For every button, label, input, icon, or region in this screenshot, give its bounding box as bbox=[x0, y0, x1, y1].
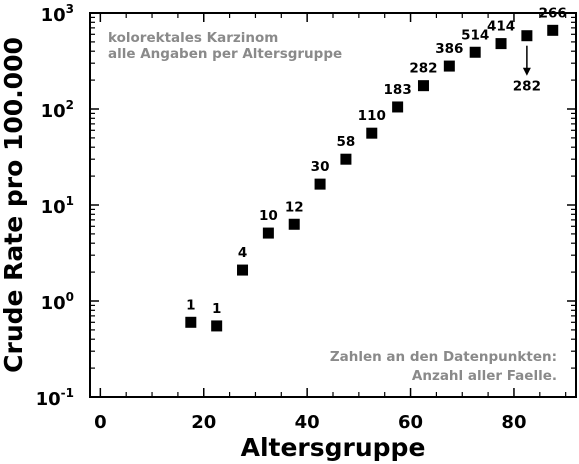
data-point bbox=[237, 264, 249, 276]
y-tick-label: 10-1 bbox=[36, 386, 74, 410]
y-tick-base: 10 bbox=[41, 293, 66, 314]
data-point bbox=[340, 153, 352, 165]
y-tick-exponent: 0 bbox=[66, 290, 74, 304]
data-point bbox=[417, 80, 429, 92]
data-point bbox=[469, 46, 481, 58]
note-bottom-line-2: Anzahl aller Faelle. bbox=[412, 368, 557, 384]
y-tick-base: 10 bbox=[41, 197, 66, 218]
x-axis: 0 20 40 60 80 bbox=[94, 13, 567, 433]
data-point-count: 58 bbox=[337, 134, 356, 150]
y-tick-label: 102 bbox=[41, 98, 74, 122]
data-point-count: 1 bbox=[212, 301, 221, 317]
x-axis-title: Altersgruppe bbox=[241, 433, 426, 462]
data-point bbox=[211, 320, 223, 332]
data-point-count: 266 bbox=[539, 5, 567, 21]
data-point-count: 10 bbox=[259, 208, 278, 224]
x-tick-label: 40 bbox=[295, 412, 320, 433]
y-tick-exponent: 3 bbox=[66, 2, 74, 16]
y-tick-base: 10 bbox=[41, 5, 66, 26]
note-top-line-2: alle Angaben per Altersgruppe bbox=[108, 46, 342, 62]
data-point bbox=[495, 38, 507, 50]
data-point bbox=[288, 218, 300, 230]
y-tick-label: 100 bbox=[41, 290, 74, 314]
data-point-count: 4 bbox=[238, 245, 247, 261]
y-tick-exponent: -1 bbox=[61, 386, 74, 400]
data-point-count: 386 bbox=[435, 41, 463, 57]
data-point-count: 183 bbox=[384, 82, 412, 98]
data-point-count: 30 bbox=[311, 159, 330, 175]
data-point-count: 1 bbox=[186, 297, 195, 313]
y-tick-base: 10 bbox=[41, 101, 66, 122]
x-tick-label: 0 bbox=[94, 412, 107, 433]
data-point bbox=[521, 30, 533, 42]
y-axis-title: Crude Rate pro 100.000 bbox=[0, 37, 28, 373]
data-point bbox=[185, 316, 197, 328]
note-top-line-1: kolorektales Karzinom bbox=[108, 30, 278, 46]
data-point-count: 414 bbox=[487, 19, 515, 35]
data-point bbox=[547, 24, 559, 36]
data-point bbox=[443, 60, 455, 72]
note-bottom-line-1: Zahlen an den Datenpunkten: bbox=[330, 349, 557, 365]
data-point-count: 110 bbox=[358, 108, 386, 124]
y-tick-label: 101 bbox=[41, 194, 74, 218]
plot-frame bbox=[89, 12, 577, 398]
y-tick-base: 10 bbox=[36, 389, 61, 410]
arrow-head bbox=[522, 67, 531, 76]
x-tick-label: 60 bbox=[398, 412, 423, 433]
data-point bbox=[392, 101, 404, 113]
data-point bbox=[314, 178, 326, 190]
x-tick-label: 80 bbox=[501, 412, 526, 433]
y-tick-label: 103 bbox=[41, 2, 74, 26]
y-tick-exponent: 1 bbox=[66, 194, 74, 208]
y-tick-exponent: 2 bbox=[66, 98, 74, 112]
data-point bbox=[262, 227, 274, 239]
data-point bbox=[366, 127, 378, 139]
data-point-count: 282 bbox=[409, 61, 437, 77]
data-point-count: 282 bbox=[513, 79, 541, 95]
data-point-count: 12 bbox=[285, 199, 304, 215]
data-point-count: 514 bbox=[461, 27, 489, 43]
x-tick-label: 20 bbox=[191, 412, 216, 433]
